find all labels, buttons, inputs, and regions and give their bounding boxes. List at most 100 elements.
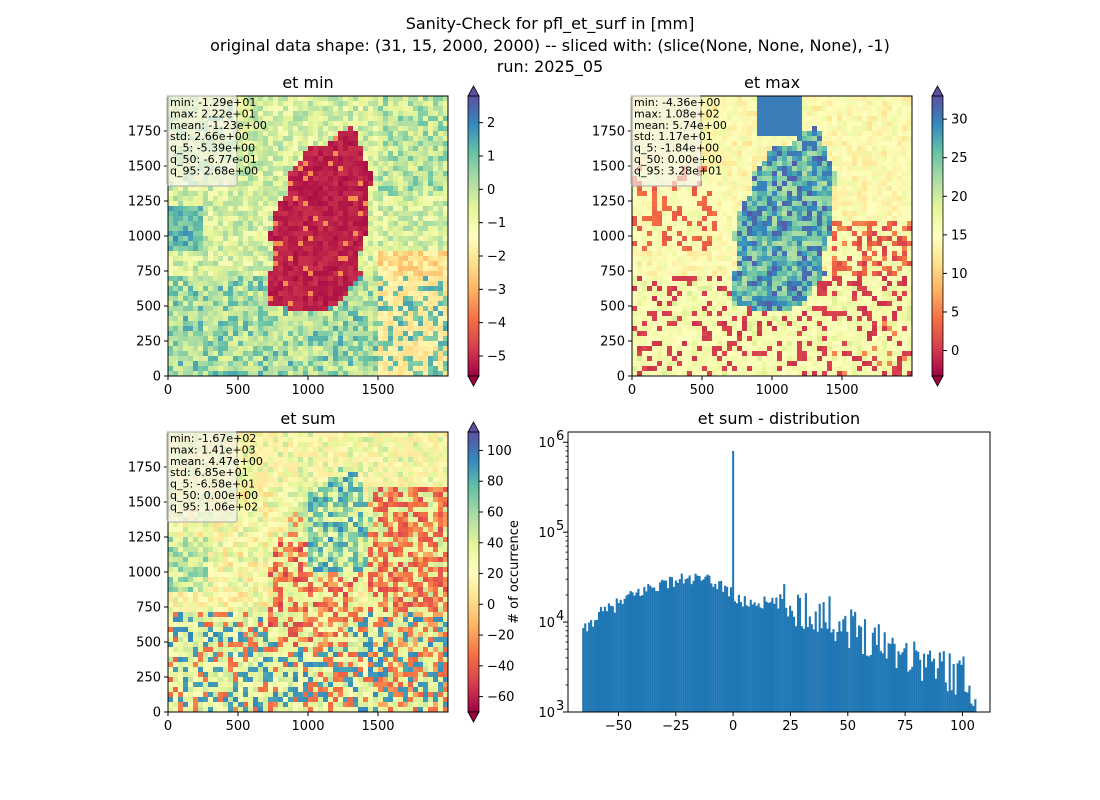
map-cell: [872, 126, 878, 132]
map-cell: [188, 276, 194, 282]
map-cell: [373, 371, 379, 377]
map-cell: [857, 211, 863, 217]
map-cell: [388, 296, 394, 302]
map-cell: [363, 116, 369, 122]
map-cell: [433, 311, 439, 317]
map-cell: [712, 141, 718, 147]
map-cell: [348, 236, 354, 242]
map-cell: [323, 311, 329, 317]
map-cell: [782, 206, 788, 212]
map-cell: [338, 181, 344, 187]
map-cell: [902, 101, 908, 107]
map-cell: [208, 241, 214, 247]
map-cell: [373, 251, 379, 257]
map-cell: [862, 191, 868, 197]
map-cell: [403, 236, 409, 242]
map-cell: [198, 296, 204, 302]
map-cell: [298, 296, 304, 302]
map-cell: [303, 256, 309, 262]
map-cell: [837, 121, 843, 127]
map-cell: [687, 196, 693, 202]
map-cell: [373, 156, 379, 162]
map-cell: [892, 106, 898, 112]
map-cell: [268, 301, 274, 307]
map-cell: [862, 216, 868, 222]
map-cell: [188, 331, 194, 337]
map-cell: [792, 176, 798, 182]
map-cell: [418, 266, 424, 272]
map-cell: [702, 191, 708, 197]
map-cell: [443, 291, 449, 297]
map-cell: [398, 256, 404, 262]
map-cell: [208, 196, 214, 202]
map-cell: [298, 346, 304, 352]
map-cell: [717, 166, 723, 172]
map-cell: [393, 121, 399, 127]
map-cell: [897, 251, 903, 257]
map-cell: [388, 161, 394, 167]
map-cell: [298, 246, 304, 252]
map-cell: [832, 121, 838, 127]
map-cell: [318, 111, 324, 117]
map-cell: [862, 226, 868, 232]
map-cell: [318, 131, 324, 137]
map-cell: [208, 301, 214, 307]
map-cell: [742, 131, 748, 137]
map-cell: [258, 301, 264, 307]
map-cell: [393, 266, 399, 272]
map-cell: [797, 211, 803, 217]
map-cell: [423, 331, 429, 337]
map-cell: [802, 106, 808, 112]
map-cell: [338, 336, 344, 342]
map-cell: [782, 116, 788, 122]
map-cell: [298, 206, 304, 212]
map-cell: [907, 166, 913, 172]
map-cell: [812, 106, 818, 112]
map-cell: [343, 156, 349, 162]
map-cell: [752, 106, 758, 112]
map-cell: [293, 326, 299, 332]
map-cell: [363, 111, 369, 117]
map-cell: [233, 286, 239, 292]
map-cell: [343, 296, 349, 302]
map-cell: [253, 321, 259, 327]
map-cell: [807, 106, 813, 112]
map-cell: [353, 241, 359, 247]
map-cell: [443, 336, 449, 342]
map-cell: [363, 156, 369, 162]
map-cell: [173, 246, 179, 252]
map-cell: [877, 206, 883, 212]
map-cell: [832, 141, 838, 147]
map-cell: [363, 181, 369, 187]
map-cell: [248, 246, 254, 252]
map-cell: [827, 241, 833, 247]
map-cell: [388, 121, 394, 127]
map-cell: [298, 121, 304, 127]
map-cell: [263, 131, 269, 137]
map-cell: [323, 336, 329, 342]
map-cell: [822, 241, 828, 247]
map-cell: [383, 241, 389, 247]
map-cell: [857, 131, 863, 137]
map-cell: [218, 306, 224, 312]
map-cell: [872, 141, 878, 147]
map-cell: [408, 276, 414, 282]
map-cell: [877, 131, 883, 137]
colorbar-tick-label: −5: [487, 350, 506, 365]
map-cell: [278, 246, 284, 252]
map-cell: [742, 206, 748, 212]
map-cell: [443, 216, 449, 222]
map-cell: [368, 316, 374, 322]
map-cell: [228, 311, 234, 317]
map-cell: [413, 341, 419, 347]
map-cell: [348, 96, 354, 102]
map-cell: [428, 331, 434, 337]
map-cell: [178, 206, 184, 212]
map-cell: [787, 116, 793, 122]
map-cell: [278, 306, 284, 312]
map-cell: [293, 286, 299, 292]
map-cell: [837, 126, 843, 132]
map-cell: [707, 246, 713, 252]
map-cell: [777, 206, 783, 212]
map-cell: [717, 141, 723, 147]
